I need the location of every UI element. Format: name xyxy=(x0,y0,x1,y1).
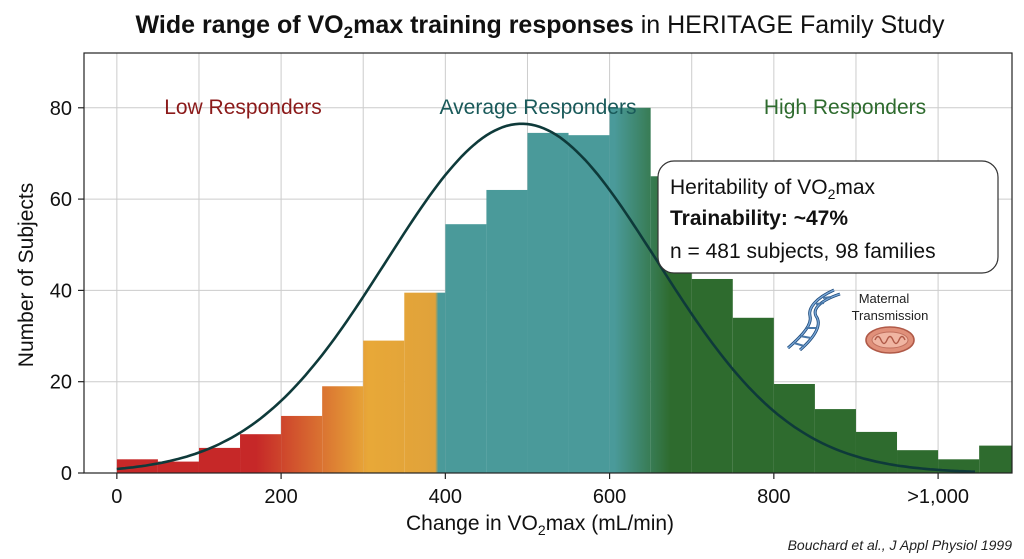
y-axis-ticks: 0 20 40 60 80 xyxy=(50,98,84,485)
maternal-label-line2: Transmission xyxy=(852,308,929,323)
zone-label-high: High Responders xyxy=(764,96,926,119)
histogram-bar xyxy=(240,434,282,473)
histogram-bar xyxy=(157,461,199,473)
zone-label-average: Average Responders xyxy=(440,96,637,119)
normal-fit-curve xyxy=(116,122,976,473)
x-tick-label: 800 xyxy=(757,486,790,508)
citation: Bouchard et al., J Appl Physiol 1999 xyxy=(788,537,1013,553)
histogram-bar xyxy=(609,107,651,474)
histogram-bars xyxy=(116,107,1012,474)
x-tick-label: 400 xyxy=(429,486,462,508)
info-box-heritability: Heritability of VO2max xyxy=(670,176,876,202)
info-line1-subscript: 2 xyxy=(828,186,836,202)
histogram-bar xyxy=(568,135,610,473)
y-tick-label: 20 xyxy=(50,372,72,394)
title-normal-suffix: in HERITAGE Family Study xyxy=(634,11,945,39)
y-tick-label: 0 xyxy=(61,463,72,485)
histogram-bar xyxy=(404,292,446,473)
y-axis-label: Number of Subjects xyxy=(15,183,38,367)
histogram-bar xyxy=(363,340,405,473)
x-tick-label: 0 xyxy=(111,486,122,508)
histogram-bar xyxy=(979,445,1012,473)
histogram-bar xyxy=(527,132,569,474)
info-line1-suffix: max xyxy=(835,176,875,199)
info-box-frame xyxy=(657,160,999,274)
x-axis-label: Change in VO2max (mL/min) xyxy=(406,512,674,538)
x-label-suffix: max (mL/min) xyxy=(546,512,674,535)
histogram-bar xyxy=(322,386,364,473)
histogram-bar xyxy=(855,431,898,473)
title-bold-subscript: 2 xyxy=(344,23,353,42)
mitochondrion-icon xyxy=(865,326,915,354)
histogram-bar xyxy=(732,317,774,473)
chart-title: Wide range of VO2max training responses … xyxy=(136,11,945,42)
x-axis-ticks: 0 200 400 600 800 >1,000 xyxy=(111,473,969,508)
plot-frame xyxy=(83,52,1013,474)
histogram-bar xyxy=(486,189,528,473)
title-bold-prefix: Wide range of VO xyxy=(136,11,344,39)
title-bold-suffix: max training responses xyxy=(353,11,634,39)
info-box-sample: n = 481 subjects, 98 families xyxy=(670,240,936,263)
x-label-subscript: 2 xyxy=(538,522,546,538)
info-line1-prefix: Heritability of VO xyxy=(670,176,828,199)
histogram-bar xyxy=(691,278,733,473)
histogram-bar xyxy=(445,224,487,473)
histogram-bar xyxy=(198,447,241,473)
y-tick-label: 40 xyxy=(50,280,72,302)
histogram-bar xyxy=(773,383,815,473)
histogram-bar xyxy=(281,415,323,473)
info-box: Heritability of VO2max Trainability: ~47… xyxy=(657,160,999,274)
x-tick-label: >1,000 xyxy=(907,486,969,508)
dna-icon xyxy=(787,288,841,352)
x-label-prefix: Change in VO xyxy=(406,512,538,535)
x-tick-label: 600 xyxy=(593,486,626,508)
info-box-trainability: Trainability: ~47% xyxy=(670,207,848,230)
y-tick-label: 80 xyxy=(50,98,72,120)
histogram-bar xyxy=(814,409,856,473)
fit-curve xyxy=(116,122,976,473)
maternal-label-line1: Maternal xyxy=(859,291,910,306)
y-tick-label: 60 xyxy=(50,189,72,211)
x-tick-label: 200 xyxy=(264,486,297,508)
zone-label-low: Low Responders xyxy=(164,96,322,119)
